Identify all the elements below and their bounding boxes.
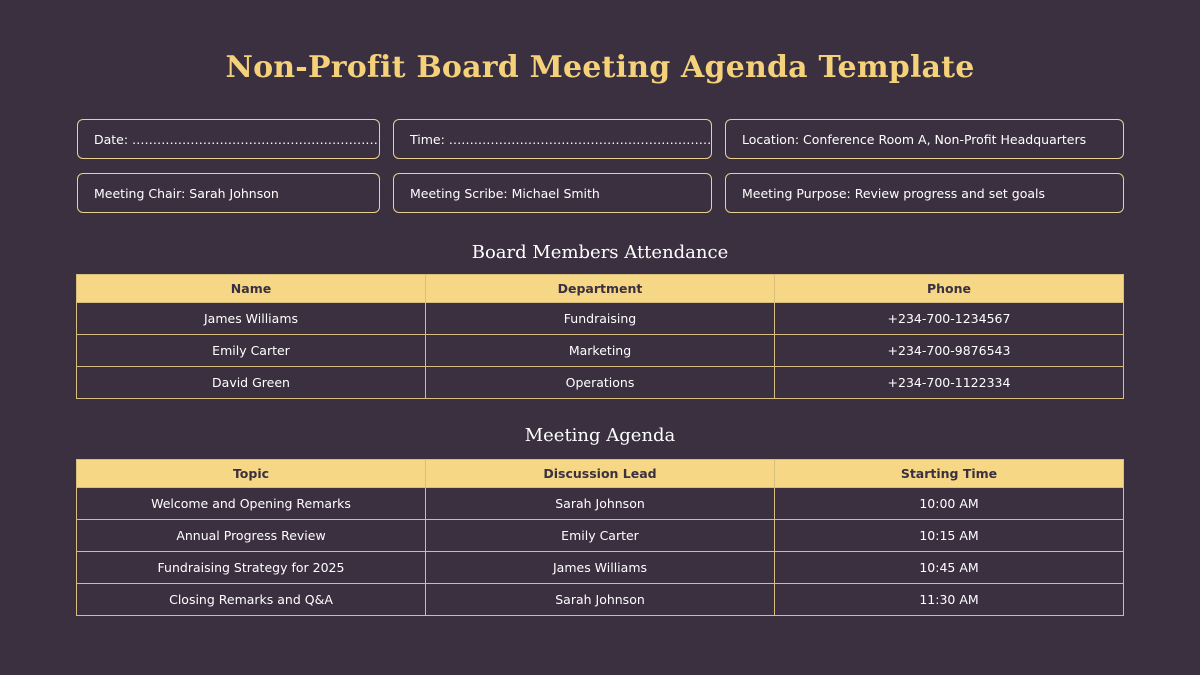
column-header: Topic [76, 459, 426, 488]
table-row: Annual Progress Review Emily Carter 10:1… [76, 519, 1124, 552]
agenda-table: Topic Discussion Lead Starting Time Welc… [76, 459, 1124, 616]
column-header: Discussion Lead [425, 459, 775, 488]
attendance-heading: Board Members Attendance [471, 242, 729, 263]
table-cell[interactable]: Sarah Johnson [425, 583, 775, 616]
agenda-header-row: Topic Discussion Lead Starting Time [76, 459, 1124, 488]
table-cell[interactable]: Emily Carter [76, 334, 426, 367]
table-cell[interactable]: Annual Progress Review [76, 519, 426, 552]
table-cell[interactable]: +234-700-9876543 [774, 334, 1124, 367]
table-row: David Green Operations +234-700-1122334 [76, 366, 1124, 399]
table-cell[interactable]: Sarah Johnson [425, 487, 775, 520]
meeting-purpose-field[interactable]: Meeting Purpose: Review progress and set… [725, 173, 1124, 213]
location-field[interactable]: Location: Conference Room A, Non-Profit … [725, 119, 1124, 159]
table-cell[interactable]: Fundraising [425, 302, 775, 335]
meeting-info-grid: Date: ………………………………………………………. Time: ……………… [77, 119, 1124, 213]
table-row: Fundraising Strategy for 2025 James Will… [76, 551, 1124, 584]
table-cell[interactable]: James Williams [76, 302, 426, 335]
table-row: Welcome and Opening Remarks Sarah Johnso… [76, 487, 1124, 520]
table-row: James Williams Fundraising +234-700-1234… [76, 302, 1124, 335]
column-header: Name [76, 274, 426, 303]
table-cell[interactable]: +234-700-1234567 [774, 302, 1124, 335]
attendance-header-row: Name Department Phone [76, 274, 1124, 303]
table-cell[interactable]: 10:45 AM [774, 551, 1124, 584]
column-header: Phone [774, 274, 1124, 303]
table-cell[interactable]: Fundraising Strategy for 2025 [76, 551, 426, 584]
table-row: Closing Remarks and Q&A Sarah Johnson 11… [76, 583, 1124, 616]
table-cell[interactable]: James Williams [425, 551, 775, 584]
table-cell[interactable]: Welcome and Opening Remarks [76, 487, 426, 520]
meeting-chair-field[interactable]: Meeting Chair: Sarah Johnson [77, 173, 380, 213]
table-cell[interactable]: Emily Carter [425, 519, 775, 552]
page-title: Non-Profit Board Meeting Agenda Template [225, 50, 975, 85]
table-cell[interactable]: 10:15 AM [774, 519, 1124, 552]
column-header: Department [425, 274, 775, 303]
table-cell[interactable]: +234-700-1122334 [774, 366, 1124, 399]
attendance-table: Name Department Phone James Williams Fun… [76, 274, 1124, 399]
table-cell[interactable]: 11:30 AM [774, 583, 1124, 616]
date-field[interactable]: Date: ………………………………………………………. [77, 119, 380, 159]
table-cell[interactable]: Operations [425, 366, 775, 399]
table-cell[interactable]: Marketing [425, 334, 775, 367]
meeting-scribe-field[interactable]: Meeting Scribe: Michael Smith [393, 173, 712, 213]
time-field[interactable]: Time: …………………………………………………………. [393, 119, 712, 159]
table-cell[interactable]: David Green [76, 366, 426, 399]
table-cell[interactable]: Closing Remarks and Q&A [76, 583, 426, 616]
table-cell[interactable]: 10:00 AM [774, 487, 1124, 520]
table-row: Emily Carter Marketing +234-700-9876543 [76, 334, 1124, 367]
column-header: Starting Time [774, 459, 1124, 488]
agenda-heading: Meeting Agenda [524, 425, 676, 446]
